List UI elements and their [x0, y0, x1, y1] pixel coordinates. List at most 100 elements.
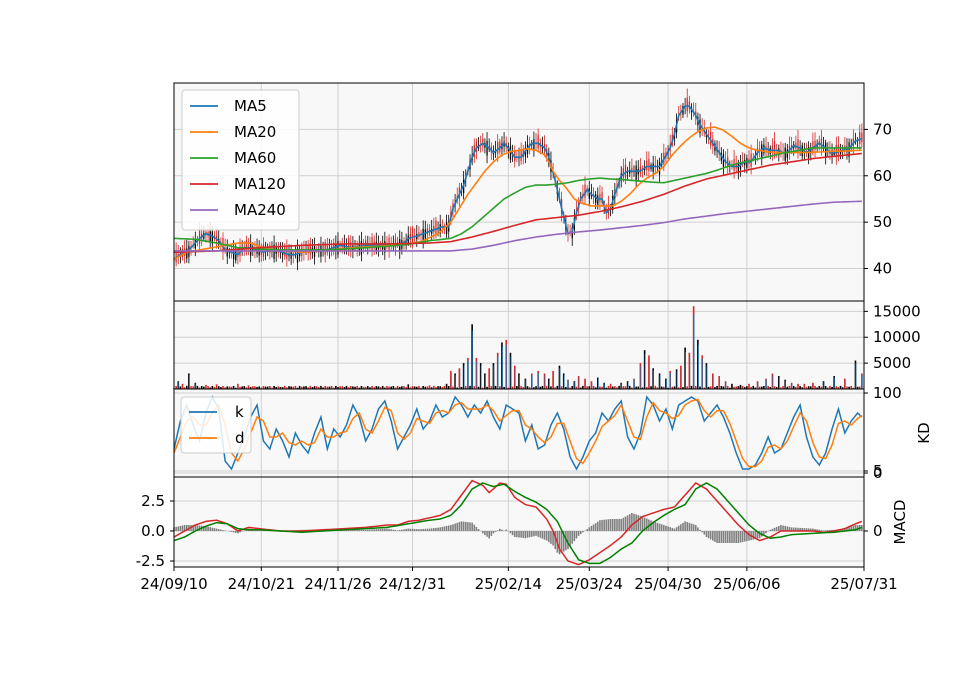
volume-bar-overlay [778, 377, 780, 389]
volume-bar [560, 386, 563, 389]
volume-bar [611, 386, 614, 389]
volume-bar [711, 373, 714, 389]
macd-hist-bar [620, 519, 623, 531]
volume-bar [445, 383, 448, 389]
candle-body [595, 194, 597, 203]
volume-bar [530, 373, 533, 389]
candle-body [537, 134, 539, 149]
volume-bar-overlay [538, 372, 539, 389]
macd-hist-bar [405, 528, 407, 531]
volume-bar [243, 386, 246, 389]
macd-hist-bar [524, 531, 527, 539]
volume-bar [222, 385, 224, 389]
candle-body [350, 242, 352, 251]
volume-bar-overlay [680, 368, 682, 389]
macd-hist-bar [752, 531, 755, 540]
volume-bar [228, 386, 231, 389]
macd-hist-bar [614, 519, 616, 531]
volume-bar [620, 382, 623, 389]
volume-bar [824, 386, 827, 389]
volume-bar-overlay [634, 379, 635, 389]
volume-bar [752, 385, 755, 389]
volume-bar [269, 386, 271, 389]
macd-hist-bar [494, 531, 497, 532]
macd-hist-bar [194, 525, 197, 531]
macd-hist-bar [829, 530, 831, 531]
volume-bar-overlay [519, 375, 520, 389]
volume-bar [450, 370, 452, 389]
volume-bar [492, 363, 495, 389]
volume-bar [856, 386, 859, 389]
volume-bar [381, 385, 384, 389]
volume-bar-overlay [791, 383, 793, 389]
candle-body [296, 248, 299, 263]
macd-hist-bar [545, 531, 548, 541]
volume-bar [188, 373, 190, 389]
legend-label-ma5: MA5 [234, 97, 267, 115]
kd-legend-label-d: d [235, 429, 245, 447]
volume-bar [592, 385, 595, 389]
macd-hist-bar [722, 531, 725, 543]
volume-bar [456, 387, 459, 389]
volume-bar [324, 386, 327, 389]
candle-body [820, 138, 823, 149]
volume-bar [799, 386, 801, 389]
volume-bar-overlay [712, 375, 714, 389]
macd-hist-bar [560, 531, 563, 553]
volume-bar [582, 385, 584, 389]
volume-bar [369, 387, 371, 389]
volume-bar [562, 373, 565, 389]
candle-body [486, 140, 488, 156]
candle-body [771, 145, 774, 153]
volume-bar [237, 383, 239, 389]
volume-bar [258, 386, 260, 389]
volume-bar [520, 385, 522, 389]
volume-bar-overlay [693, 314, 695, 389]
volume-bar [264, 386, 267, 389]
candle-body [624, 164, 627, 178]
volume-bar [294, 385, 297, 389]
volume-bar-overlay [844, 379, 846, 389]
macd-hist-bar [537, 531, 539, 537]
macd-hist-bar [748, 531, 750, 541]
volume-bar [481, 387, 484, 389]
candle-body [622, 168, 624, 178]
macd-hist-bar [850, 526, 853, 531]
macd-hist-bar [594, 523, 597, 531]
volume-bar [656, 387, 659, 389]
macd-hist-bar [518, 531, 520, 538]
volume-bar-overlay [544, 375, 546, 389]
volume-bar [543, 373, 546, 389]
volume-bar [541, 385, 544, 389]
x-tick-label: 24/09/10 [140, 575, 207, 593]
macd-hist-bar [626, 515, 629, 531]
macd-hist-bar [707, 531, 710, 539]
ma-line-ma60 [173, 147, 862, 251]
volume-bar [697, 339, 699, 389]
macd-hist-bar [645, 518, 648, 531]
macd-hist-bar [714, 531, 716, 542]
volume-bar [735, 386, 738, 389]
volume-bar [667, 387, 669, 389]
volume-bar [447, 386, 450, 389]
volume-bar [484, 373, 486, 389]
volume-bar [394, 387, 397, 389]
volume-bar [467, 357, 469, 389]
macd-hist-bar [509, 531, 512, 534]
macd-hist-bar [795, 527, 797, 531]
candle-body [533, 139, 535, 151]
volume-bar [332, 387, 335, 389]
y-tick-label-kd: 0 [873, 464, 883, 482]
volume-bar [829, 385, 831, 389]
volume-bar [460, 386, 463, 389]
macd-hist-bar [234, 531, 237, 533]
volume-bar [277, 386, 280, 389]
volume-bar [769, 386, 772, 389]
macd-hist-bar [492, 531, 495, 534]
volume-bar [311, 387, 314, 389]
macd-hist-bar [439, 527, 442, 531]
macd-hist-bar [592, 524, 595, 531]
volume-bar [401, 386, 403, 389]
legend-label-ma120: MA120 [234, 175, 286, 193]
macd-hist-bar [567, 531, 569, 549]
